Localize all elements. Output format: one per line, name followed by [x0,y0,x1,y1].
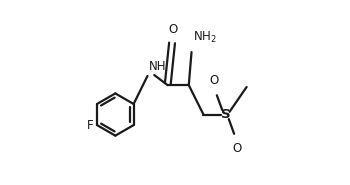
Text: F: F [87,119,94,132]
Text: NH$_2$: NH$_2$ [193,30,217,45]
Text: O: O [169,23,178,36]
Text: O: O [233,142,242,155]
Text: O: O [209,74,218,87]
Text: NH: NH [149,60,167,73]
Text: S: S [221,108,230,121]
